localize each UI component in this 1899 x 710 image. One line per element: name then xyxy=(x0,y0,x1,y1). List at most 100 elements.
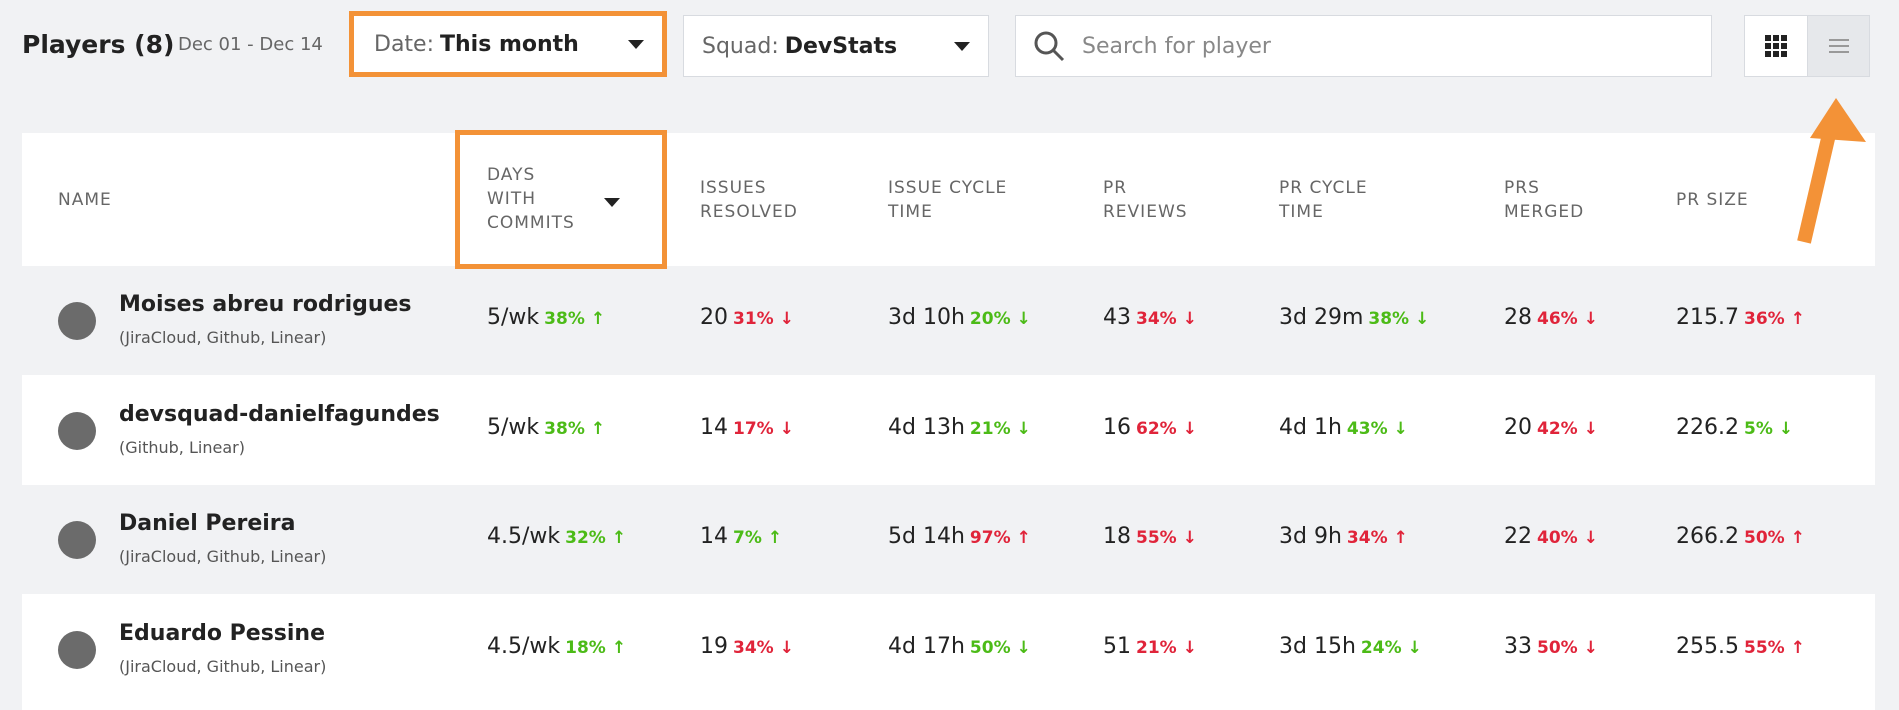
metric-change: 43% xyxy=(1346,418,1388,439)
table-row: Daniel Pereira (JiraCloud, Github, Linear… xyxy=(22,485,1875,594)
squad-filter[interactable]: Squad: DevStats xyxy=(683,15,989,77)
metric-cell: 20 31% ↓ xyxy=(700,305,794,330)
metric-value: 4d 1h xyxy=(1279,414,1342,440)
metric-cell: 3d 29m 38% ↓ xyxy=(1279,305,1429,330)
avatar xyxy=(58,302,96,340)
sort-caret xyxy=(604,198,620,207)
list-view-button[interactable] xyxy=(1807,15,1870,77)
trend-arrow: ↓ xyxy=(1182,418,1197,439)
metric-value: 3d 15h xyxy=(1279,633,1356,659)
metric-cell: 16 62% ↓ xyxy=(1103,415,1197,440)
metric-cell: 4d 17h 50% ↓ xyxy=(888,634,1031,659)
metric-change: 55% xyxy=(1136,528,1177,548)
player-name: Eduardo Pessine xyxy=(119,620,326,646)
metric-change: 40% xyxy=(1537,528,1578,548)
metric-change: 50% xyxy=(1537,637,1578,658)
metric-value: 14 xyxy=(700,414,728,440)
column-header: DAYS WITH COMMITS xyxy=(487,165,575,233)
metric-value: 51 xyxy=(1103,633,1131,659)
trend-arrow: ↓ xyxy=(1583,637,1598,658)
grid-icon xyxy=(1765,35,1787,57)
metric-cell: 255.5 55% ↑ xyxy=(1676,634,1805,659)
trend-arrow: ↑ xyxy=(590,418,606,439)
trend-arrow: ↓ xyxy=(1407,637,1422,658)
trend-arrow: ↑ xyxy=(1790,309,1805,329)
trend-arrow: ↓ xyxy=(1016,418,1031,439)
metric-cell: 215.7 36% ↑ xyxy=(1676,305,1805,330)
table-row: devsquad-danielfagundes (Github, Linear) 5… xyxy=(22,375,1875,485)
caret xyxy=(954,42,970,51)
trend-arrow: ↑ xyxy=(1790,528,1805,548)
grid-view-button[interactable] xyxy=(1744,15,1808,77)
metric-change: 24% xyxy=(1360,637,1402,658)
list-icon xyxy=(1828,39,1849,53)
metric-value: 5/wk xyxy=(487,414,540,440)
search-box[interactable]: Search for player xyxy=(1015,15,1712,77)
trend-arrow: ↑ xyxy=(590,309,606,329)
metric-cell: 5d 14h 97% ↑ xyxy=(888,524,1031,549)
metric-change: 18% xyxy=(565,637,606,658)
metric-change: 20% xyxy=(969,309,1011,329)
column-header: ISSUE CYCLE TIME xyxy=(888,178,1008,222)
player-name: Daniel Pereira xyxy=(119,511,296,536)
player-sources: (JiraCloud, Github, Linear) xyxy=(119,656,327,676)
metric-change: 50% xyxy=(969,637,1011,658)
metric-cell: 20 42% ↓ xyxy=(1504,415,1598,440)
metric-value: 19 xyxy=(700,633,728,659)
pointer-arrow xyxy=(1797,98,1866,244)
trend-arrow: ↑ xyxy=(611,528,627,548)
trend-arrow: ↓ xyxy=(1016,309,1031,329)
trend-arrow: ↓ xyxy=(1393,418,1408,439)
metric-value: 4.5/wk xyxy=(487,633,561,659)
player-sources: (JiraCloud, Github, Linear) xyxy=(119,328,327,347)
metric-cell: 4d 13h 21% ↓ xyxy=(888,415,1031,440)
metric-change: 7% xyxy=(733,528,762,548)
date-filter[interactable]: Date: This month xyxy=(349,11,667,77)
trend-arrow: ↑ xyxy=(1790,637,1805,658)
metric-cell: 28 46% ↓ xyxy=(1504,305,1598,330)
metric-change: 97% xyxy=(969,528,1011,548)
metric-cell: 3d 9h 34% ↑ xyxy=(1279,524,1408,549)
metric-change: 21% xyxy=(1136,637,1177,658)
metric-cell: 266.2 50% ↑ xyxy=(1676,524,1805,549)
trend-arrow: ↓ xyxy=(779,637,794,658)
metric-value: 20 xyxy=(700,305,728,330)
filter-value: This month xyxy=(440,31,579,57)
metric-value: 43 xyxy=(1103,305,1131,330)
metric-change: 62% xyxy=(1136,418,1177,439)
avatar xyxy=(58,630,96,669)
metric-change: 55% xyxy=(1743,637,1785,658)
column-header: PR CYCLE TIME xyxy=(1279,178,1368,222)
trend-arrow: ↓ xyxy=(1415,309,1430,329)
metric-change: 38% xyxy=(544,418,585,439)
metric-value: 16 xyxy=(1103,414,1131,440)
metric-change: 21% xyxy=(969,418,1011,439)
metric-change: 5% xyxy=(1743,418,1773,439)
metric-value: 5/wk xyxy=(487,305,540,330)
table-row: Moises abreu rodrigues (JiraCloud, Github… xyxy=(22,266,1875,375)
metric-value: 226.2 xyxy=(1676,414,1739,440)
metric-cell: 5/wk 38% ↑ xyxy=(487,415,605,440)
metric-cell: 3d 10h 20% ↓ xyxy=(888,305,1031,330)
metric-change: 36% xyxy=(1743,309,1785,329)
metric-change: 17% xyxy=(733,418,774,439)
trend-arrow: ↓ xyxy=(779,309,794,329)
date-range: Dec 01 - Dec 14 xyxy=(178,34,323,55)
metric-cell: 43 34% ↓ xyxy=(1103,305,1197,330)
metric-value: 18 xyxy=(1103,524,1131,549)
column-header: PR REVIEWS xyxy=(1103,178,1188,222)
metric-value: 4d 13h xyxy=(888,414,965,440)
metric-value: 266.2 xyxy=(1676,524,1739,549)
trend-arrow: ↓ xyxy=(1583,418,1598,439)
player-sources: (JiraCloud, Github, Linear) xyxy=(119,547,327,566)
metric-cell: 4.5/wk 32% ↑ xyxy=(487,524,626,549)
metric-change: 34% xyxy=(733,637,774,658)
metric-change: 38% xyxy=(544,309,585,329)
metric-value: 20 xyxy=(1504,414,1532,440)
avatar xyxy=(58,521,96,559)
metric-change: 34% xyxy=(1346,528,1388,548)
trend-arrow: ↑ xyxy=(1016,528,1031,548)
metric-value: 14 xyxy=(700,524,728,549)
column-header: NAME xyxy=(58,190,112,210)
